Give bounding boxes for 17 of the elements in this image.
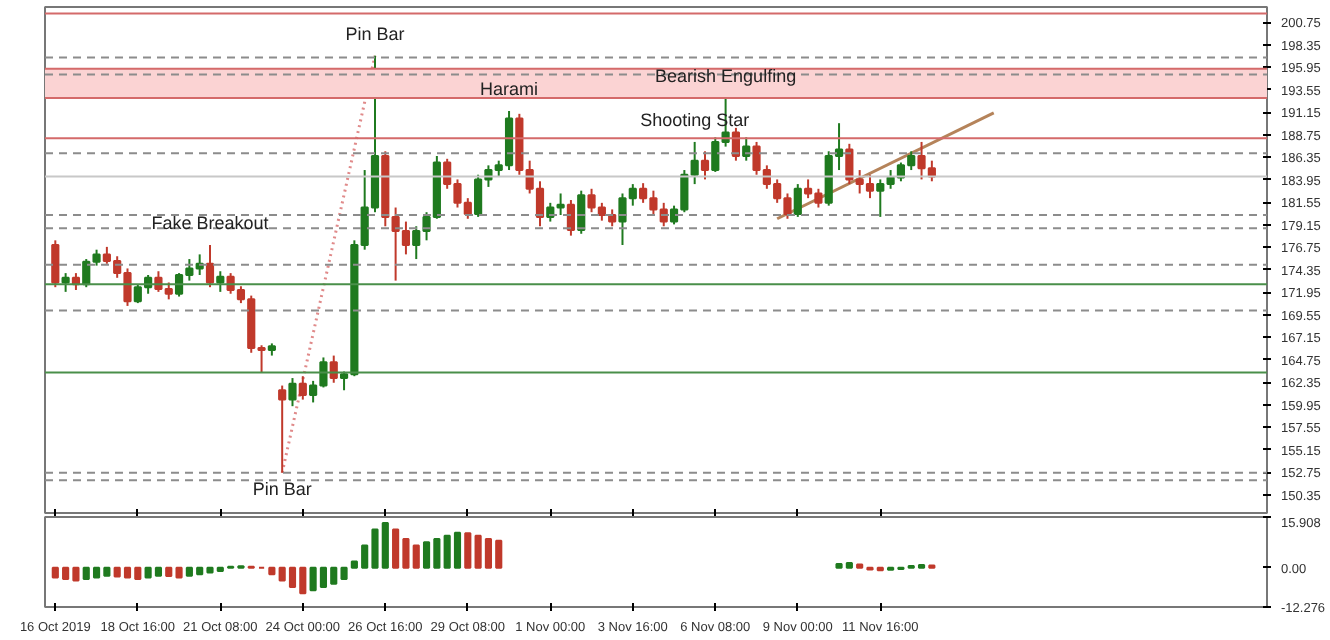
annotation: Harami — [480, 79, 539, 100]
bar — [268, 566, 276, 576]
candlestick — [566, 199, 576, 237]
candlestick — [700, 150, 710, 181]
annotation: Pin Bar — [252, 478, 312, 499]
annotation: Bearish Engulfing — [655, 65, 797, 86]
candlestick — [298, 375, 307, 401]
candlestick — [793, 183, 802, 218]
candlestick — [278, 384, 287, 474]
candlestick — [51, 239, 60, 289]
annotation: Fake Breakout — [151, 213, 270, 234]
candlestick — [216, 270, 225, 293]
candlestick — [61, 272, 70, 293]
candlestick — [288, 377, 297, 408]
annotation: Pin Bar — [345, 23, 405, 44]
candlestick — [205, 244, 215, 289]
bar — [464, 532, 472, 569]
